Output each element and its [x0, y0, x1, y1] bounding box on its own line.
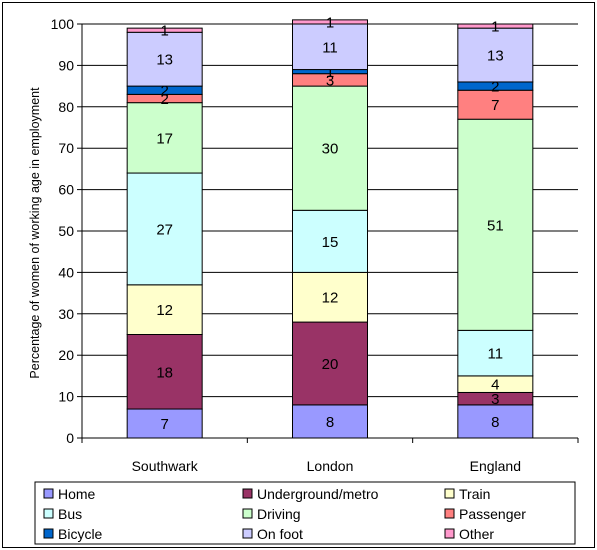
legend-entry: Other: [459, 526, 494, 542]
y-tick-label: 40: [58, 264, 74, 280]
bar-segment: [292, 19, 368, 25]
data-label: 17: [156, 130, 173, 147]
legend-entry: On foot: [257, 526, 303, 542]
data-label: 7: [160, 416, 168, 433]
data-label: 51: [487, 217, 504, 234]
data-label: 30: [322, 141, 339, 158]
y-tick-label: 10: [58, 389, 74, 405]
data-label: 18: [156, 364, 173, 381]
y-tick-label: 100: [51, 16, 75, 32]
data-label: 1: [326, 64, 334, 81]
legend-entry: Bicycle: [58, 526, 103, 542]
data-label: 13: [156, 52, 173, 69]
data-label: 2: [160, 91, 168, 108]
data-label: 11: [488, 346, 504, 363]
data-label: 3: [491, 391, 499, 408]
y-tick-label: 50: [58, 223, 74, 239]
data-label: 8: [326, 414, 334, 431]
legend-swatch: [242, 488, 253, 499]
legend-swatch: [242, 528, 253, 539]
legend-entry: Home: [58, 486, 96, 502]
bar-segment: [457, 404, 534, 439]
y-axis-label: Percentage of women of working age in em…: [28, 87, 42, 379]
bar-segment: [126, 408, 203, 439]
bar-segment: [457, 329, 534, 377]
legend-entry: Bus: [58, 506, 82, 522]
legend-swatch: [43, 488, 54, 499]
legend-entry: Driving: [257, 506, 301, 522]
data-label: 13: [487, 48, 504, 65]
data-label: 1: [491, 19, 499, 36]
bar-segment: [292, 209, 368, 273]
data-label: 12: [156, 302, 173, 319]
bar-segment: [457, 118, 534, 331]
data-label: 12: [322, 290, 339, 307]
bar-segment: [457, 27, 534, 83]
y-tick-label: 30: [58, 306, 74, 322]
bar-segment: [457, 23, 534, 29]
y-tick-label: 80: [58, 99, 74, 115]
legend-swatch: [444, 528, 455, 539]
y-tick-label: 20: [58, 347, 74, 363]
x-tick-label: London: [307, 458, 354, 474]
data-label: 11: [322, 39, 338, 56]
data-label: 2: [160, 83, 168, 100]
bar-segment: [457, 89, 534, 120]
data-label: 1: [160, 23, 168, 40]
data-label: 3: [326, 72, 334, 89]
data-label: 27: [156, 221, 173, 238]
data-label: 4: [491, 377, 499, 394]
data-label: 8: [491, 414, 499, 431]
legend-swatch: [444, 508, 455, 519]
bar-segment: [126, 172, 203, 286]
data-label: 2: [491, 79, 499, 96]
legend-entry: Train: [459, 486, 490, 502]
bar-segment: [126, 31, 203, 87]
bar-segment: [126, 102, 203, 174]
legend-entry: Passenger: [459, 506, 526, 522]
bar-segment: [292, 85, 368, 211]
legend-swatch: [43, 528, 54, 539]
y-tick-label: 70: [58, 140, 74, 156]
x-tick-label: England: [470, 458, 521, 474]
bar-segment: [292, 321, 368, 406]
y-tick-label: 0: [66, 430, 74, 446]
legend-entry: Underground/metro: [257, 486, 379, 502]
y-tick-label: 60: [58, 182, 74, 198]
data-label: 7: [491, 97, 499, 114]
data-label: 15: [322, 234, 339, 251]
data-label: 20: [322, 356, 339, 373]
x-tick-label: Southwark: [132, 458, 199, 474]
legend-swatch: [43, 508, 54, 519]
bar-segment: [126, 27, 203, 33]
data-label: 1: [326, 14, 334, 31]
legend-swatch: [242, 508, 253, 519]
y-tick-label: 90: [58, 57, 74, 73]
bar-segment: [292, 271, 368, 323]
legend-box: [34, 481, 576, 545]
legend-swatch: [444, 488, 455, 499]
